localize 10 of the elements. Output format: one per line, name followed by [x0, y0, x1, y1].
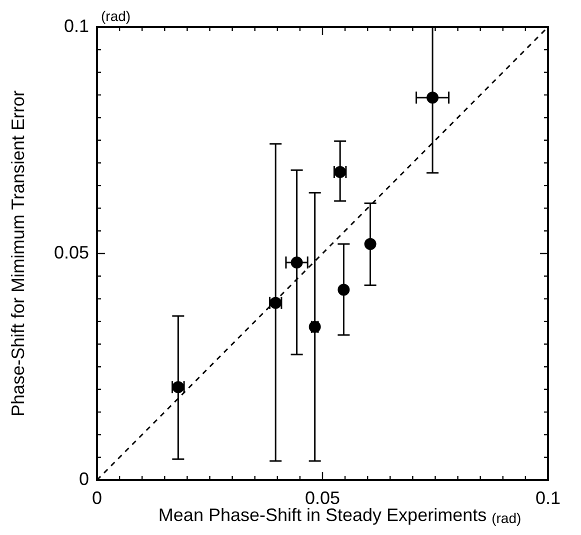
y-tick-label: 0.1 [64, 16, 89, 36]
x-tick-label: 0.05 [304, 488, 340, 508]
y-tick-label: 0.05 [54, 242, 89, 262]
text: (rad) [492, 510, 522, 526]
y-axis-title: Phase-Shift for Mimimum Transient Error [8, 90, 28, 417]
text: (rad) [101, 8, 131, 24]
y-tick-label: 0 [78, 468, 89, 489]
x-axis-title: Mean Phase-Shift in Steady Experiments [158, 505, 487, 526]
x-tick-label: 0.1 [535, 488, 561, 508]
x-tick-label: 0 [92, 488, 102, 508]
